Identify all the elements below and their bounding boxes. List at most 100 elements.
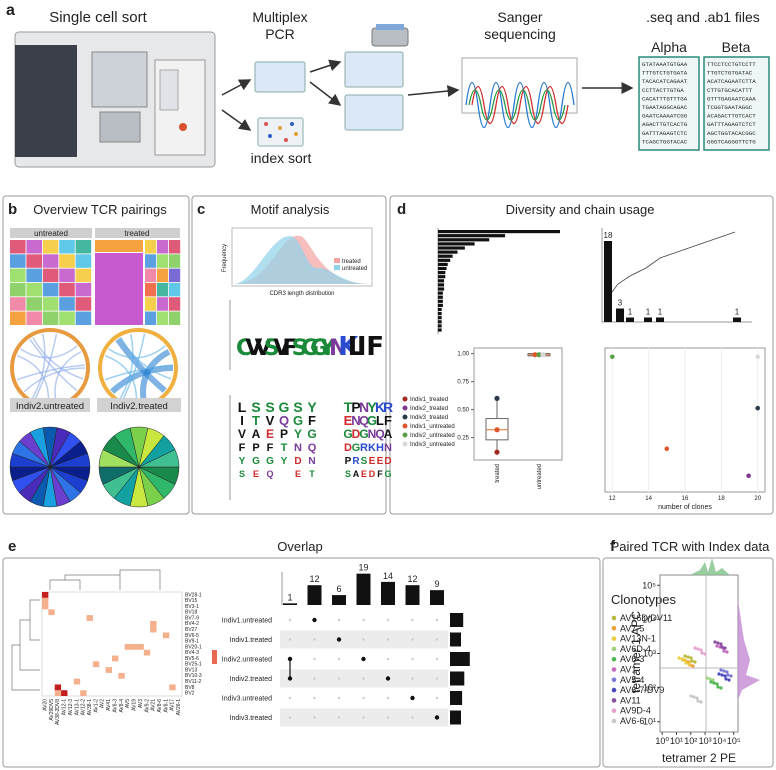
heatmap-cell	[105, 667, 112, 673]
column-label: AV2	[100, 699, 106, 708]
treemap-cell	[26, 297, 42, 311]
logo-letter: D	[352, 427, 361, 441]
treemap-cell	[169, 311, 181, 325]
empty-dot	[435, 618, 439, 622]
cell-dot	[689, 656, 693, 660]
axes	[601, 228, 752, 323]
bar	[626, 317, 634, 322]
y-tick-label: 0.75	[457, 380, 469, 386]
treemap-cell	[157, 268, 169, 283]
legend-label: AV6D-4	[620, 644, 651, 654]
bar	[438, 283, 445, 287]
marginal-histogram	[690, 558, 730, 575]
logo-letter: Y	[294, 427, 302, 441]
treemap-cell	[26, 311, 42, 325]
logo-letter: Y	[319, 336, 337, 361]
column-label: AV3	[138, 699, 144, 708]
cell-dot	[729, 674, 733, 678]
logo-letter: Q	[375, 427, 384, 441]
heatmap-cell	[86, 615, 93, 621]
legend-swatch	[334, 258, 340, 263]
legend-dot	[611, 615, 617, 621]
logo-letter: Q	[308, 442, 317, 454]
row-label: BV11-2	[185, 679, 202, 685]
treemap-cell	[169, 254, 181, 268]
member-dot	[287, 676, 293, 681]
logo-letter: F	[283, 336, 298, 361]
logo-letter: P	[345, 456, 352, 467]
row-label: BV2	[185, 691, 195, 697]
column-label: AV20	[42, 699, 48, 711]
logo-letter: S	[239, 469, 245, 479]
empty-dot	[313, 696, 316, 700]
cell-dot	[716, 685, 720, 689]
logo-letter: G	[252, 456, 260, 467]
logo-letter: L	[238, 399, 247, 415]
panel-letter: d	[397, 201, 406, 218]
logo-letter: G	[359, 427, 368, 441]
x-tick-label: 10³	[699, 736, 712, 746]
logo-letter: G	[367, 413, 377, 428]
empty-dot	[288, 638, 292, 641]
bar	[438, 238, 490, 242]
sequence: GATTTAGAGTCTCT	[707, 121, 756, 128]
logo-letter: Y	[281, 456, 288, 467]
axis-label: CDR3 length distribution	[269, 291, 334, 297]
point	[609, 354, 615, 360]
y-tick-label: 1.00	[457, 352, 469, 358]
column-label: AV19	[132, 699, 138, 711]
cell-dot	[715, 682, 719, 686]
marginal-histogram	[738, 600, 760, 700]
bar	[438, 324, 442, 328]
cell-dot	[691, 664, 695, 668]
sequence: CTTGTGCACATTT	[707, 87, 753, 94]
logo-letter: S	[251, 399, 260, 415]
set-size-bar	[450, 632, 461, 647]
logo-letter: D	[294, 456, 301, 467]
empty-dot	[337, 677, 341, 680]
empty-dot	[411, 638, 414, 641]
column-label: AV13-1	[74, 699, 80, 716]
logo-letter: G	[293, 413, 303, 428]
column-label: AV21	[151, 699, 157, 711]
set-size-bar	[450, 613, 464, 627]
bar	[656, 317, 664, 322]
logo-letter: Y	[307, 399, 317, 415]
cell-dot	[683, 658, 687, 662]
column-label: AV8-4	[119, 699, 125, 713]
x-tick-label: 20	[754, 496, 761, 502]
column-label: AV17	[170, 699, 176, 711]
legend-label: untreated	[342, 266, 367, 272]
treemap-cell	[169, 268, 181, 283]
bar	[307, 585, 322, 605]
bar	[438, 291, 443, 295]
chromatogram	[461, 57, 578, 128]
heatmap-cell	[42, 597, 49, 604]
heatmap-cell	[124, 644, 132, 650]
treemap-cell	[10, 268, 26, 283]
heatmap-cell	[169, 684, 176, 691]
legend-label: AV1	[620, 665, 636, 675]
empty-dot	[288, 696, 292, 700]
bar-label: 19	[358, 563, 368, 573]
logo-letter: E	[361, 469, 367, 479]
chord	[119, 333, 134, 399]
treemap-cell	[169, 282, 181, 297]
logo-letter: T	[281, 442, 288, 454]
treemap-cell	[10, 282, 26, 297]
empty-dot	[362, 677, 365, 680]
bar	[438, 230, 560, 234]
legend-title: Clonotypes	[611, 592, 677, 607]
panel-title: Overview TCR pairings	[33, 202, 167, 217]
bar	[438, 295, 443, 299]
treemap-cell	[26, 254, 42, 268]
logo-letter: V	[255, 336, 272, 361]
column-label: AV29DV5	[49, 699, 55, 721]
logo-letter: Y	[239, 456, 246, 467]
set-label: Indiv3.untreated	[222, 696, 272, 703]
heatmap-cell	[131, 644, 138, 650]
step-title: sequencing	[484, 26, 556, 42]
x-tick-label: 10⁰	[655, 736, 669, 746]
y-tick-label: 0.25	[457, 436, 469, 442]
y-tick-label: 0.50	[457, 408, 469, 414]
